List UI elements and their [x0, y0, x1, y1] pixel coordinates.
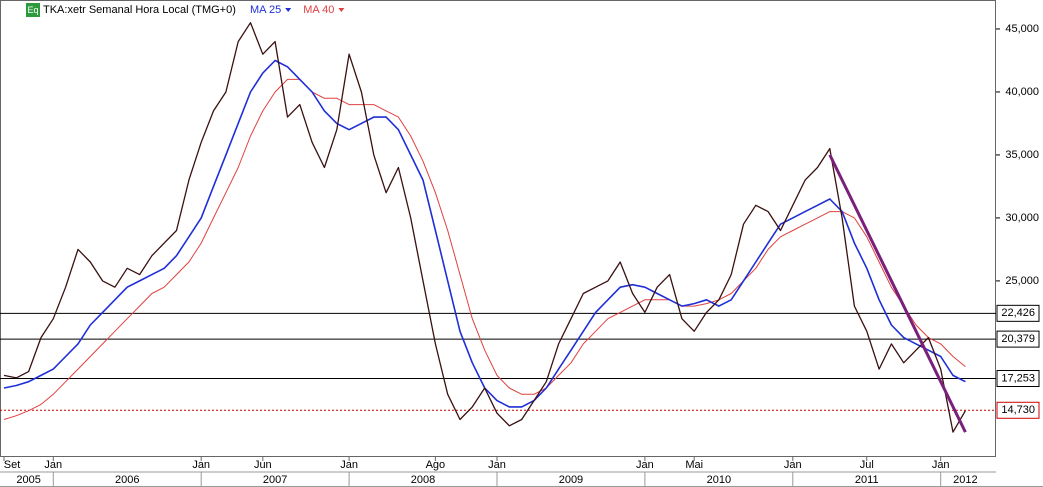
symbol-icon: Eq — [27, 5, 38, 15]
level-label: 22,426 — [1001, 307, 1035, 319]
legend-label: MA 40 — [303, 4, 334, 16]
legend-label: MA 25 — [250, 4, 281, 16]
x-tick-label: Jun — [254, 459, 272, 471]
x-tick-label: Ago — [426, 459, 446, 471]
level-label: 20,379 — [1001, 333, 1035, 345]
year-label: 2011 — [855, 474, 879, 486]
level-label-box — [996, 369, 1040, 387]
lines — [0, 22, 996, 433]
x-tick-label: Jan — [488, 459, 506, 471]
price-line — [3, 22, 966, 433]
y-tick-label: 35,000 — [1005, 149, 1039, 161]
y-tick-label: 25,000 — [1005, 275, 1039, 287]
plot-frame — [0, 0, 996, 457]
year-label: 2010 — [707, 474, 731, 486]
x-tick-label: Jan — [636, 459, 654, 471]
year-label: 2009 — [559, 474, 583, 486]
year-label: 2012 — [953, 474, 977, 486]
level-label-box — [996, 330, 1040, 348]
level-label-box — [996, 304, 1040, 322]
level-label: 17,253 — [1001, 372, 1035, 384]
year-label: 2008 — [411, 474, 435, 486]
legend-arrow — [338, 8, 345, 12]
symbol-icon-box — [26, 3, 40, 17]
x-tick-label: Jul — [860, 459, 874, 471]
trend-line — [828, 154, 967, 433]
level-label-box — [996, 401, 1040, 419]
x-tick-label: Jan — [932, 459, 950, 471]
x-tick-label: Jan — [192, 459, 210, 471]
x-tick-label: Jan — [784, 459, 802, 471]
year-label: 2007 — [263, 474, 287, 486]
level-label: 14,730 — [1001, 404, 1035, 416]
legend-arrow — [285, 8, 292, 12]
chart-title: TKA:xetr Semanal Hora Local (TMG+0) — [43, 4, 236, 16]
ma-line — [3, 78, 966, 420]
x-tick-label: Mai — [685, 459, 703, 471]
x-tick-label: Set — [4, 459, 21, 471]
year-label: 2005 — [16, 474, 40, 486]
x-tick-label: Jan — [44, 459, 62, 471]
y-tick-label: 40,000 — [1005, 86, 1039, 98]
year-label: 2006 — [115, 474, 139, 486]
y-tick-label: 45,000 — [1005, 23, 1039, 35]
y-tick-label: 30,000 — [1005, 212, 1039, 224]
x-tick-label: Jan — [340, 459, 358, 471]
